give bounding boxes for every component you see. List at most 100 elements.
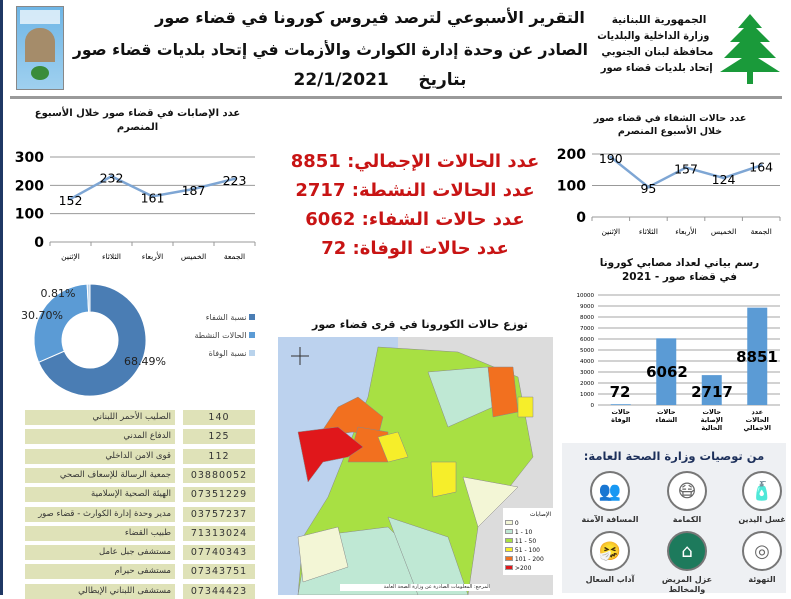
contact-number: 07343751: [183, 564, 255, 580]
contact-name-text: الدفاع المدني: [123, 431, 171, 442]
ventilation-icon: ◎: [742, 531, 782, 571]
data-label: 152: [59, 193, 83, 208]
data-point: [151, 194, 154, 198]
stat-line: عدد حالات الوفاة: 72: [321, 237, 509, 261]
x-tick-label: عدد الحالات الاجمالي: [743, 408, 771, 432]
report-title-text: التقرير الأسبوعي لترصد فيروس كورونا في ق…: [155, 8, 585, 27]
x-tick-label-line: حالات: [703, 408, 722, 416]
y-tick-label: 300: [15, 150, 44, 166]
contact-name: قوى الامن الداخلي: [25, 448, 175, 464]
legend-label: الحالات النشطة: [194, 331, 247, 340]
data-label: 190: [599, 151, 623, 166]
stat-line: عدد الحالات الإجمالي: 8851: [291, 150, 540, 174]
left-border: [0, 0, 3, 595]
chart2-title: عدد حالات الشفاء في قضاء صور خلال الأسبو…: [593, 113, 747, 137]
donut-slice: [33, 283, 90, 363]
x-tick-label: الإثنين: [61, 252, 80, 261]
contact-name-text: الهيئة الصحية الإسلامية: [91, 489, 171, 500]
union-logo: [16, 6, 64, 90]
data-point: [110, 174, 113, 178]
map-legend-item: 101 - 200: [505, 555, 551, 564]
data-point: [69, 197, 72, 201]
contact-name: مدير وحدة إدارة الكوارث - قضاء صور: [25, 506, 175, 522]
stat-label: عدد الحالات الإجمالي:: [347, 151, 540, 172]
stat-deaths: عدد حالات الوفاة: 72: [280, 237, 550, 261]
bar: [701, 375, 722, 405]
y-tick-label: 1000: [580, 392, 594, 398]
map-legend-item: 51 - 100: [505, 546, 551, 555]
stat-label: عدد الحالات النشطة:: [351, 180, 535, 201]
data-label: 2717: [691, 383, 733, 401]
date-label: بتاريخ: [418, 70, 467, 90]
y-tick-label: 10000: [577, 293, 595, 299]
report-subtitle: الصادر عن وحدة إدارة الكوارث والأزمات في…: [73, 40, 595, 59]
data-label: 124: [712, 172, 736, 187]
data-label: 95: [640, 181, 656, 196]
y-tick-label: 6000: [580, 337, 594, 343]
x-tick-label: الإثنين: [601, 227, 620, 236]
x-tick-label: الخميس: [711, 227, 736, 236]
hand-sanitizer-icon: 🧴: [742, 471, 782, 511]
contact-name-text: طبيب القضاء: [124, 527, 171, 538]
x-tick-label-line: حالات: [612, 408, 631, 416]
contact-number: 07344423: [183, 583, 255, 599]
data-point: [192, 187, 195, 191]
org-block: الجمهورية اللبنانية وزارة الداخلية والبل…: [598, 12, 715, 76]
contact-name: جمعية الرسالة للإسعاف الصحي: [25, 467, 175, 483]
contact-name-text: الصليب الأحمر اللبناني: [92, 412, 171, 422]
weekly-cases-line-chart: 0 100 200 300 152 232 161 187 223 الإثنين الثلاثاء…: [15, 150, 256, 261]
contact-number: 03757237: [183, 506, 255, 522]
x-tick-label-line: الوفاة: [611, 416, 630, 424]
map-legend-item: >200: [505, 564, 551, 573]
y-tick-label: 7000: [580, 326, 594, 332]
y-tick-label: 3000: [580, 370, 594, 376]
y-tick-label: 4000: [580, 359, 594, 365]
cough-icon: 🤧: [590, 531, 630, 571]
data-point: [684, 166, 688, 170]
y-tick-label: 0: [591, 403, 595, 409]
chart1-title: عدد الإصابات في قضاء صور خلال الأسبوع ال…: [34, 108, 241, 133]
donut-slice: [86, 283, 91, 313]
map-legend-item: 0: [505, 519, 551, 528]
data-label: 72: [610, 383, 631, 401]
contact-number: 03880052: [183, 467, 255, 483]
bar: [747, 307, 768, 405]
x-tick-label-line: عدد: [751, 408, 763, 416]
report-title: التقرير الأسبوعي لترصد فيروس كورونا في ق…: [150, 8, 590, 27]
slice-label: 30.70%: [21, 309, 63, 322]
contact-number: 07740343: [183, 545, 255, 561]
x-tick-label: الثلاثاء: [102, 252, 121, 261]
slice-label: 68.49%: [124, 355, 166, 368]
compass-icon: [291, 347, 309, 365]
contact-name-text: مستشفى حيرام: [114, 566, 171, 577]
x-tick-label: حالات الشفاء: [655, 408, 677, 424]
map-legend-label: >200: [514, 565, 532, 572]
report-subtitle-text: الصادر عن وحدة إدارة الكوارث والأزمات في…: [73, 40, 589, 59]
x-tick-label: الأربعاء: [142, 251, 164, 261]
contact-number: 125: [183, 429, 255, 445]
y-tick-label: 8000: [580, 315, 594, 321]
contact-name-text: مستشفى اللبناني الإيطالي: [78, 585, 171, 596]
org-line-text: وزارة الداخلية والبلديات: [597, 30, 710, 42]
contact-number: 07351229: [183, 487, 255, 503]
weekly-recoveries-line-chart: 0 100 200 190 95 157 124 164 الإثنين الثلاثاء الأر…: [557, 147, 781, 236]
map-legend-label: 51 - 100: [514, 547, 540, 554]
x-tick-label-line: الحالات: [746, 416, 769, 424]
contact-name: مستشفى اللبناني الإيطالي: [25, 583, 175, 599]
x-tick-label-line: الشفاء: [655, 416, 677, 424]
recommendation-label: عزل المريض والمخالط: [661, 575, 713, 594]
stat-line: عدد الحالات النشطة: 2717: [295, 179, 534, 203]
contact-name: مستشفى حيرام: [25, 564, 175, 580]
slice-label: 0.81%: [41, 287, 76, 300]
contact-name: مستشفى جبل عامل: [25, 545, 175, 561]
stat-label: عدد حالات الوفاة:: [352, 238, 509, 259]
y-tick-label: 0: [576, 210, 586, 226]
y-tick-label: 2000: [580, 381, 594, 387]
map-source: المرجع: المعلومات الصادرة عن وزارة الصحة…: [340, 584, 490, 591]
stat-value: 2717: [295, 180, 346, 201]
data-label: 164: [749, 159, 773, 174]
recommendation-label: الكمامة: [672, 515, 702, 524]
data-point: [722, 176, 726, 180]
map-legend-label: 0: [514, 520, 519, 527]
bar-chart-title: رسم بياني لعداد مصابي كورونا في قضاء صور…: [599, 257, 760, 283]
